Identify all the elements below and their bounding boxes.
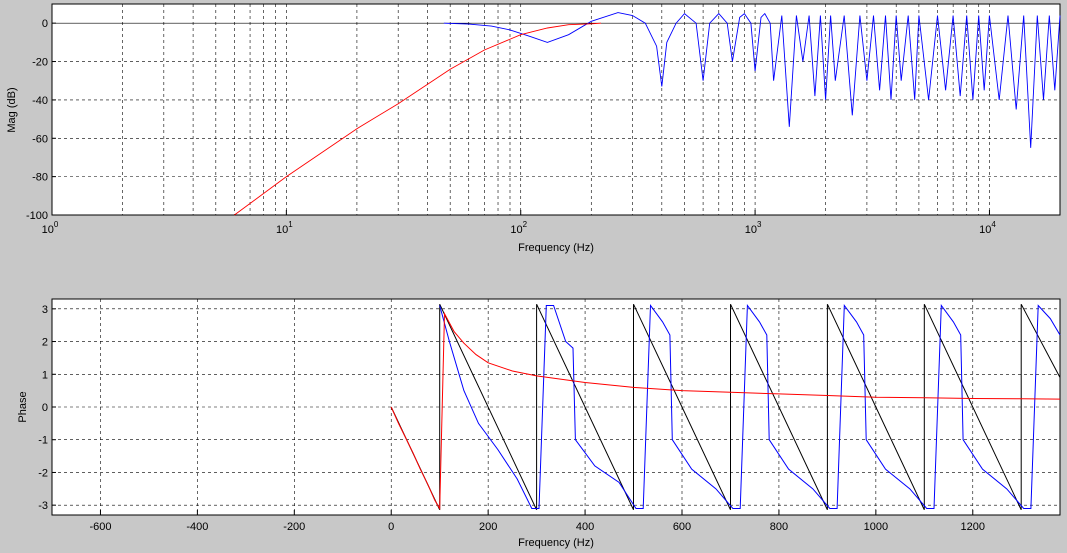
- phase-xtick-label: 600: [673, 521, 691, 533]
- magnitude-ytick-label: 0: [42, 18, 48, 30]
- magnitude-xtick-label: 100: [42, 220, 59, 236]
- magnitude-ytick-label: -40: [32, 95, 48, 107]
- magnitude-xlabel: Frequency (Hz): [518, 242, 594, 254]
- phase-grid: [52, 299, 1060, 515]
- phase-series-line-0: [390, 303, 1061, 511]
- phase-xtick-label: 200: [479, 521, 497, 533]
- phase-ytick-label: 1: [42, 369, 48, 381]
- phase-xtick-label: -400: [186, 521, 208, 533]
- magnitude-ytick-label: -80: [32, 172, 48, 184]
- magnitude-ytick-label: -60: [32, 133, 48, 145]
- magnitude-xtick-label: 102: [510, 220, 527, 236]
- phase-axes: -600 -400 -200 0 200 400 600 800 1000 1200 3 2 1 0 -1 -…: [38, 304, 985, 533]
- phase-ytick-label: 3: [42, 304, 48, 316]
- phase-ylabel: Phase: [17, 391, 29, 422]
- magnitude-ytick-label: -100: [26, 210, 48, 222]
- magnitude-series: [234, 12, 1061, 216]
- phase-ytick-label: -1: [38, 435, 48, 447]
- phase-ytick-label: -3: [38, 500, 48, 512]
- magnitude-ytick-label: -20: [32, 57, 48, 69]
- magnitude-xtick-label: 103: [745, 220, 762, 236]
- phase-xtick-label: 1200: [961, 521, 985, 533]
- phase-xtick-label: 0: [388, 521, 394, 533]
- magnitude-series-line-1: [234, 22, 602, 216]
- magnitude-series-line-0: [443, 12, 1061, 148]
- magnitude-xtick-label: 104: [979, 220, 996, 236]
- phase-xtick-label: 400: [576, 521, 594, 533]
- phase-series-line-2: [390, 311, 1061, 511]
- phase-xtick-label: -600: [89, 521, 111, 533]
- phase-xtick-label: -200: [283, 521, 305, 533]
- phase-series: [390, 303, 1061, 511]
- magnitude-grid: [52, 4, 1060, 215]
- phase-plot: -600 -400 -200 0 200 400 600 800 1000 1200 3 2 1 0 -1 -…: [17, 298, 1061, 549]
- phase-xlabel: Frequency (Hz): [518, 537, 594, 549]
- phase-series-line-1: [439, 304, 1061, 509]
- phase-ytick-label: 0: [42, 402, 48, 414]
- phase-ytick-label: -2: [38, 467, 48, 479]
- phase-xtick-label: 1000: [864, 521, 888, 533]
- phase-xtick-label: 800: [770, 521, 788, 533]
- magnitude-xtick-label: 101: [276, 220, 293, 236]
- magnitude-ylabel: Mag (dB): [6, 87, 18, 132]
- phase-ytick-label: 2: [42, 337, 48, 349]
